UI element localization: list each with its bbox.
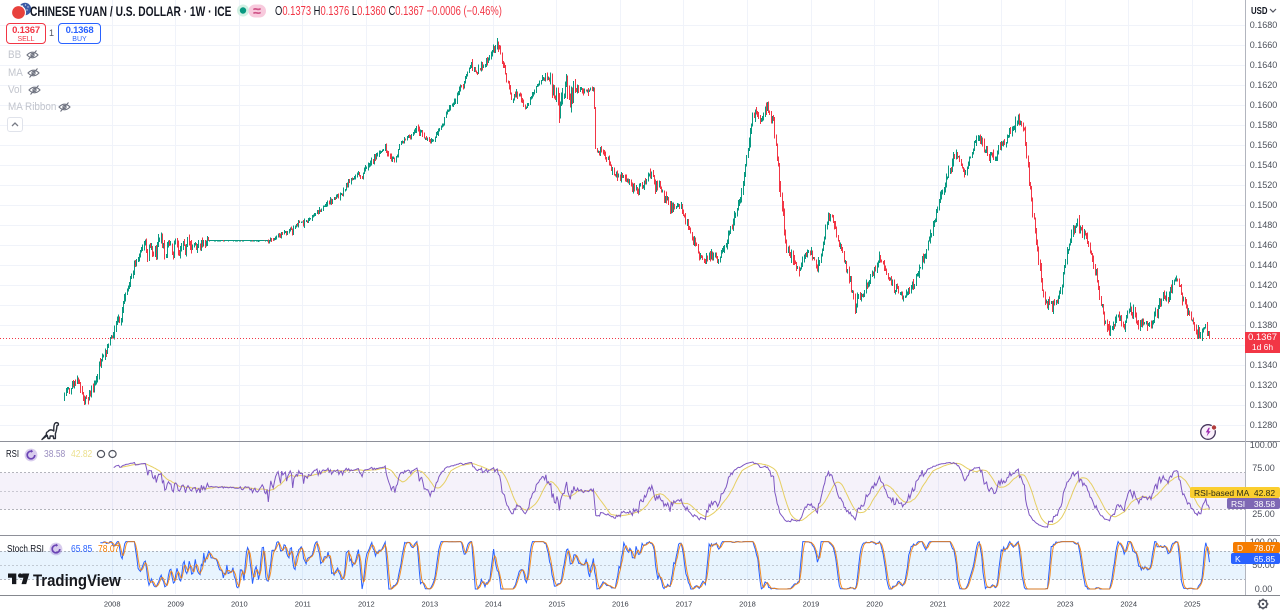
svg-text:TradingView: TradingView (33, 572, 121, 590)
